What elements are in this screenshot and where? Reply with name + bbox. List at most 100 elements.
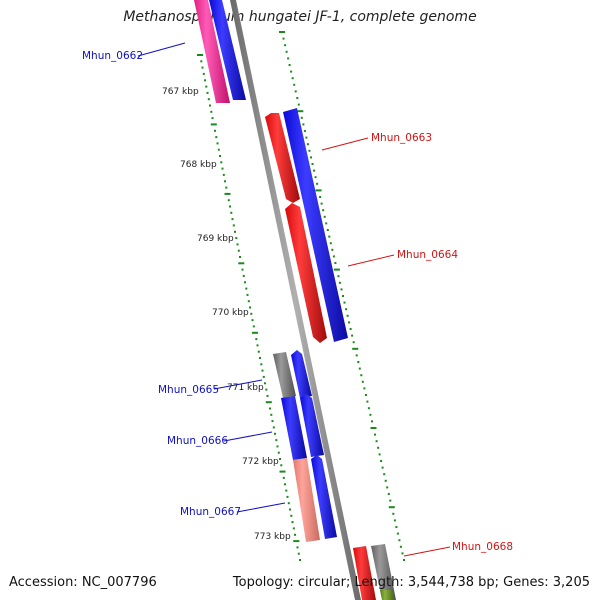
- major-tick: [388, 506, 395, 509]
- gene-label-mhun-0662[interactable]: Mhun_0662: [82, 50, 143, 62]
- minor-tick: [334, 262, 337, 264]
- gene-mhun-0666[interactable]: [281, 394, 324, 460]
- minor-tick: [398, 539, 401, 542]
- tick-ring-right: [279, 31, 405, 561]
- gene-label-mhun-0665[interactable]: Mhun_0665: [158, 384, 219, 396]
- minor-tick: [389, 499, 392, 502]
- minor-tick: [392, 512, 395, 515]
- minor-tick: [290, 70, 293, 73]
- minor-tick: [265, 388, 268, 391]
- minor-tick: [380, 460, 383, 462]
- minor-tick: [294, 90, 297, 93]
- minor-tick: [239, 256, 241, 258]
- minor-tick: [363, 387, 366, 390]
- minor-tick: [264, 382, 266, 385]
- minor-tick: [290, 514, 293, 517]
- minor-tick: [287, 57, 290, 60]
- gene-mhun-0665[interactable]: [273, 350, 312, 398]
- gene-label-mhun-0664[interactable]: Mhun_0664: [397, 249, 458, 261]
- gene-labels: Mhun_0662 Mhun_0663 Mhun_0664 Mhun_0665 …: [82, 50, 513, 553]
- minor-tick: [211, 117, 214, 120]
- minor-tick: [296, 546, 299, 549]
- minor-tick: [348, 321, 351, 324]
- tick-label: 770 kbp: [212, 308, 249, 318]
- gene-label-mhun-0668[interactable]: Mhun_0668: [452, 541, 513, 553]
- minor-tick: [342, 295, 344, 297]
- major-tick: [265, 401, 272, 404]
- minor-tick: [326, 229, 329, 231]
- leader-lines: [137, 42, 451, 557]
- minor-tick: [269, 407, 271, 410]
- minor-tick: [291, 77, 294, 80]
- minor-tick: [383, 473, 386, 476]
- minor-tick: [277, 451, 280, 454]
- tick-label: 773 kbp: [254, 532, 291, 542]
- minor-tick: [349, 328, 352, 330]
- accession-text: Accession: NC_007796: [9, 575, 157, 590]
- minor-tick: [299, 559, 301, 561]
- minor-tick: [314, 176, 317, 179]
- minor-tick: [219, 155, 221, 157]
- minor-tick: [355, 354, 358, 357]
- minor-tick: [358, 367, 361, 370]
- minor-tick: [374, 433, 376, 436]
- minor-tick: [331, 248, 334, 251]
- minor-tick: [285, 50, 288, 53]
- minor-tick: [285, 489, 288, 492]
- minor-tick: [272, 426, 275, 429]
- gene-mhun-0663[interactable]: [265, 113, 300, 203]
- major-tick: [238, 262, 245, 265]
- minor-tick: [381, 466, 384, 469]
- minor-tick: [247, 300, 250, 303]
- major-tick: [293, 540, 300, 543]
- major-tick: [315, 189, 322, 192]
- minor-tick: [284, 44, 287, 47]
- tick-label: 767 kbp: [162, 87, 199, 97]
- minor-tick: [201, 66, 204, 69]
- minor-tick: [266, 394, 269, 397]
- minor-tick: [338, 281, 341, 284]
- major-tick: [210, 123, 217, 126]
- gene-mhun-0664[interactable]: [283, 108, 348, 343]
- minor-tick: [232, 224, 235, 227]
- minor-tick: [343, 301, 346, 304]
- minor-tick: [403, 559, 405, 561]
- minor-tick: [202, 72, 205, 75]
- minor-tick: [231, 218, 234, 221]
- minor-tick: [215, 136, 218, 139]
- minor-tick: [246, 293, 249, 296]
- minor-tick: [377, 446, 380, 449]
- gene-mhun-0667[interactable]: [293, 455, 337, 542]
- minor-tick: [249, 306, 251, 309]
- minor-tick: [282, 476, 285, 479]
- minor-tick: [375, 440, 378, 443]
- gene-label-mhun-0666[interactable]: Mhun_0666: [167, 435, 228, 447]
- minor-tick: [288, 64, 291, 66]
- minor-tick: [210, 110, 213, 113]
- minor-tick: [387, 493, 390, 495]
- minor-tick: [276, 445, 279, 448]
- minor-tick: [332, 255, 335, 258]
- minor-tick: [366, 400, 369, 403]
- gene-mhun-0662[interactable]: [194, 0, 246, 103]
- minor-tick: [291, 521, 294, 524]
- minor-tick: [396, 532, 399, 535]
- gene-mhun-0668[interactable]: [353, 544, 396, 600]
- minor-tick: [225, 186, 228, 189]
- gene-label-mhun-0667[interactable]: Mhun_0667: [180, 506, 241, 518]
- minor-tick: [306, 143, 309, 146]
- minor-tick: [261, 369, 264, 372]
- minor-tick: [287, 502, 290, 505]
- gene-label-mhun-0663[interactable]: Mhun_0663: [371, 132, 432, 144]
- minor-tick: [274, 432, 276, 435]
- minor-tick: [395, 526, 398, 528]
- major-tick: [297, 110, 304, 113]
- minor-tick: [300, 116, 303, 119]
- minor-tick: [289, 508, 291, 511]
- minor-tick: [216, 142, 219, 145]
- minor-tick: [328, 235, 331, 238]
- minor-tick: [297, 103, 300, 106]
- minor-tick: [393, 519, 396, 522]
- tick-label: 768 kbp: [180, 160, 217, 170]
